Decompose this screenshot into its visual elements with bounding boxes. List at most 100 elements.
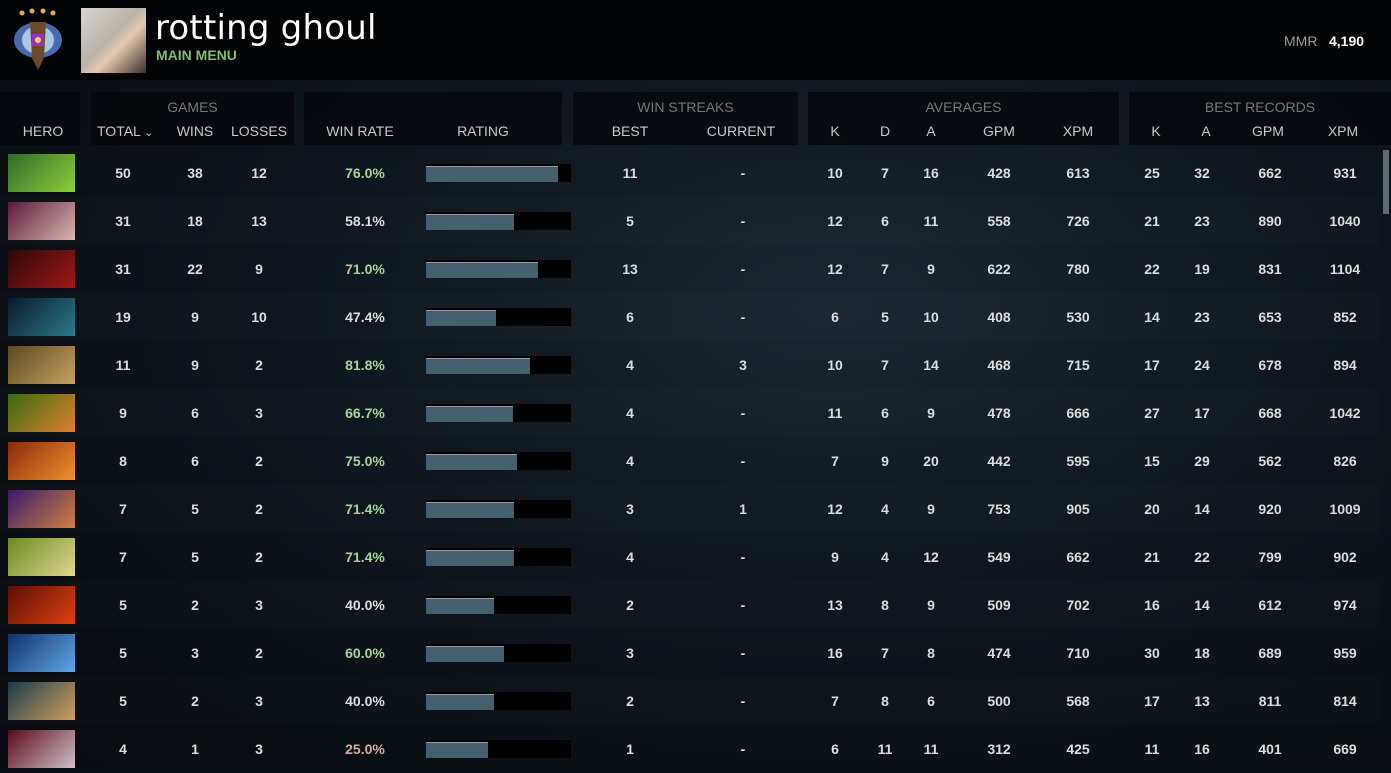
cell-bxpm: 826 xyxy=(1333,453,1357,469)
cell-gpm: 474 xyxy=(987,645,1011,661)
cell-best: 4 xyxy=(626,453,634,469)
cell-wins: 5 xyxy=(191,549,199,565)
rating-bar-fill xyxy=(426,310,496,326)
table-row[interactable]: 5 3 2 60.0% 3 - 16 7 8 474 710 30 18 689 959 xyxy=(0,629,1380,677)
col-current-streak[interactable]: CURRENT xyxy=(706,123,776,139)
hero-portrait[interactable] xyxy=(8,394,75,432)
cell-xpm: 726 xyxy=(1066,213,1090,229)
col-a[interactable]: A xyxy=(926,123,936,139)
hero-portrait[interactable] xyxy=(8,538,75,576)
hero-portrait[interactable] xyxy=(8,634,75,672)
cell-bxpm: 894 xyxy=(1333,357,1357,373)
cell-gpm: 500 xyxy=(987,693,1011,709)
hero-portrait[interactable] xyxy=(8,730,75,768)
cell-xpm: 710 xyxy=(1066,645,1090,661)
scrollbar[interactable] xyxy=(1383,150,1389,214)
cell-bxpm: 814 xyxy=(1333,693,1357,709)
col-best-xpm[interactable]: XPM xyxy=(1327,123,1359,139)
cell-wins: 9 xyxy=(191,309,199,325)
cell-bxpm: 902 xyxy=(1333,549,1357,565)
cell-wins: 3 xyxy=(191,645,199,661)
header-streaks-box xyxy=(573,92,798,145)
col-xpm[interactable]: XPM xyxy=(1062,123,1094,139)
cell-wins: 2 xyxy=(191,693,199,709)
cell-win-rate: 40.0% xyxy=(345,597,385,613)
cell-total: 11 xyxy=(115,357,131,373)
cell-d: 7 xyxy=(881,165,889,181)
cell-wins: 6 xyxy=(191,405,199,421)
cell-bgpm: 920 xyxy=(1258,501,1282,517)
table-row[interactable]: 4 1 3 25.0% 1 - 6 11 11 312 425 11 16 401 669 xyxy=(0,725,1380,773)
cell-current: 3 xyxy=(739,357,747,373)
username: rotting ghoul xyxy=(155,8,377,48)
cell-current: - xyxy=(740,453,746,469)
table-row[interactable]: 9 6 3 66.7% 4 - 11 6 9 478 666 27 17 668 1042 xyxy=(0,389,1380,437)
table-row[interactable]: 7 5 2 71.4% 4 - 9 4 12 549 662 21 22 799 902 xyxy=(0,533,1380,581)
col-total[interactable]: TOTAL ⌄ xyxy=(93,123,161,141)
cell-win-rate: 71.4% xyxy=(345,501,385,517)
rating-bar xyxy=(426,548,571,566)
table-row[interactable]: 31 18 13 58.1% 5 - 12 6 11 558 726 21 23 890 1040 xyxy=(0,197,1380,245)
col-best-gpm[interactable]: GPM xyxy=(1252,123,1284,139)
cell-xpm: 702 xyxy=(1066,597,1090,613)
cell-gpm: 312 xyxy=(987,741,1011,757)
cell-k: 12 xyxy=(827,501,843,517)
rating-bar-fill xyxy=(426,262,538,278)
rating-bar xyxy=(426,452,571,470)
col-best-streak[interactable]: BEST xyxy=(611,123,649,139)
col-gpm[interactable]: GPM xyxy=(983,123,1015,139)
cell-current: - xyxy=(740,165,746,181)
cell-bxpm: 669 xyxy=(1333,741,1357,757)
col-k[interactable]: K xyxy=(830,123,840,139)
col-rating[interactable]: RATING xyxy=(457,123,509,139)
col-wins[interactable]: WINS xyxy=(176,123,214,139)
cell-bxpm: 852 xyxy=(1333,309,1357,325)
cell-best: 3 xyxy=(626,501,634,517)
table-row[interactable]: 31 22 9 71.0% 13 - 12 7 9 622 780 22 19 831 1104 xyxy=(0,245,1380,293)
main-menu-link[interactable]: MAIN MENU xyxy=(156,47,237,63)
avatar[interactable] xyxy=(81,8,146,73)
table-row[interactable]: 19 9 10 47.4% 6 - 6 5 10 408 530 14 23 653 852 xyxy=(0,293,1380,341)
col-d[interactable]: D xyxy=(879,123,891,139)
cell-k: 7 xyxy=(831,453,839,469)
table-row[interactable]: 8 6 2 75.0% 4 - 7 9 20 442 595 15 29 562 826 xyxy=(0,437,1380,485)
cell-ba: 14 xyxy=(1194,501,1210,517)
table-row[interactable]: 11 9 2 81.8% 4 3 10 7 14 468 715 17 24 678 894 xyxy=(0,341,1380,389)
col-best-a[interactable]: A xyxy=(1201,123,1211,139)
cell-a: 12 xyxy=(923,549,939,565)
cell-current: - xyxy=(740,741,746,757)
rating-bar-fill xyxy=(426,550,515,566)
hero-portrait[interactable] xyxy=(8,298,75,336)
cell-a: 11 xyxy=(923,213,939,229)
cell-ba: 13 xyxy=(1194,693,1210,709)
cell-gpm: 622 xyxy=(987,261,1011,277)
hero-portrait[interactable] xyxy=(8,250,75,288)
cell-best: 13 xyxy=(622,261,638,277)
table-row[interactable]: 50 38 12 76.0% 11 - 10 7 16 428 613 25 32 662 931 xyxy=(0,149,1380,197)
cell-d: 8 xyxy=(881,597,889,613)
rating-bar-fill xyxy=(426,358,531,374)
cell-total: 50 xyxy=(115,165,131,181)
cell-wins: 2 xyxy=(191,597,199,613)
col-win-rate[interactable]: WIN RATE xyxy=(326,123,394,139)
hero-portrait[interactable] xyxy=(8,202,75,240)
hero-portrait[interactable] xyxy=(8,442,75,480)
hero-portrait[interactable] xyxy=(8,346,75,384)
rating-bar-fill xyxy=(426,742,489,758)
cell-a: 14 xyxy=(923,357,939,373)
table-row[interactable]: 7 5 2 71.4% 3 1 12 4 9 753 905 20 14 920 1009 xyxy=(0,485,1380,533)
cell-ba: 16 xyxy=(1194,741,1210,757)
col-hero[interactable]: HERO xyxy=(22,123,64,139)
col-losses[interactable]: LOSSES xyxy=(230,123,288,139)
cell-bk: 14 xyxy=(1144,309,1160,325)
rating-bar-fill xyxy=(426,502,515,518)
hero-portrait[interactable] xyxy=(8,154,75,192)
table-row[interactable]: 5 2 3 40.0% 2 - 7 8 6 500 568 17 13 811 814 xyxy=(0,677,1380,725)
hero-portrait[interactable] xyxy=(8,682,75,720)
table-row[interactable]: 5 2 3 40.0% 2 - 13 8 9 509 702 16 14 612 974 xyxy=(0,581,1380,629)
header-hero-box xyxy=(0,92,80,145)
col-best-k[interactable]: K xyxy=(1151,123,1161,139)
hero-portrait[interactable] xyxy=(8,490,75,528)
cell-bk: 11 xyxy=(1144,741,1160,757)
hero-portrait[interactable] xyxy=(8,586,75,624)
